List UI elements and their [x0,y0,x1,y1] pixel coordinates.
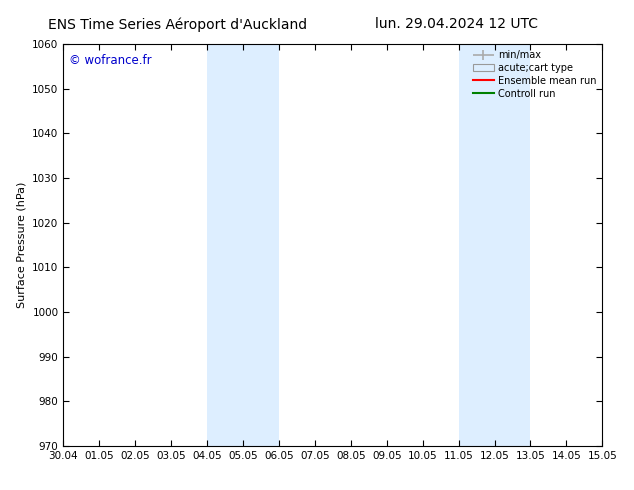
Bar [458,44,531,446]
Y-axis label: Surface Pressure (hPa): Surface Pressure (hPa) [16,182,27,308]
Text: © wofrance.fr: © wofrance.fr [68,54,152,67]
Legend: min/max, acute;cart type, Ensemble mean run, Controll run: min/max, acute;cart type, Ensemble mean … [469,46,600,102]
Bar [207,44,279,446]
Title: ENS Time Series Aéroport d'Auckland          lun. 29.04.2024 12 UTC: ENS Time Series Aéroport d'Auckland lun.… [0,489,1,490]
Text: lun. 29.04.2024 12 UTC: lun. 29.04.2024 12 UTC [375,17,538,31]
Text: ENS Time Series Aéroport d'Auckland: ENS Time Series Aéroport d'Auckland [48,17,307,32]
